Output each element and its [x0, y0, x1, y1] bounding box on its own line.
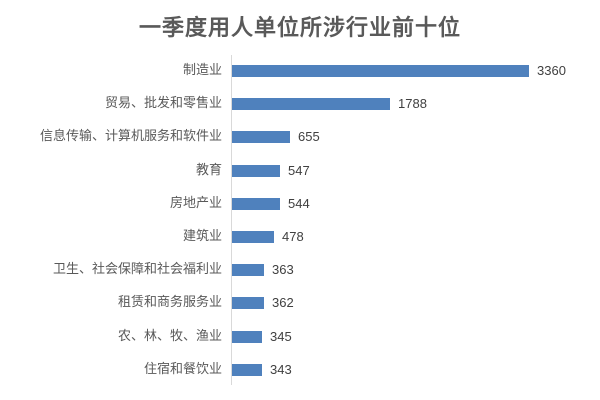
category-axis-line [231, 55, 232, 385]
data-label: 362 [272, 295, 294, 311]
data-label: 345 [270, 328, 292, 344]
bar-row: 制造业 3360 [0, 61, 600, 81]
bar-row: 教育 547 [0, 161, 600, 181]
bar-row: 贸易、批发和零售业 1788 [0, 94, 600, 114]
bar [232, 264, 264, 277]
bar [232, 363, 262, 376]
category-label: 农、林、牧、渔业 [117, 328, 222, 344]
bar [232, 98, 390, 111]
data-label: 363 [272, 262, 294, 278]
data-label: 547 [288, 162, 310, 178]
category-label: 信息传输、计算机服务和软件业 [39, 129, 222, 145]
bar [232, 330, 262, 343]
category-label: 住宿和餐饮业 [143, 361, 222, 377]
bar [232, 231, 274, 243]
data-label: 1788 [398, 96, 427, 112]
bar-row: 卫生、社会保障和社会福利业 363 [0, 260, 600, 280]
category-label: 建筑业 [182, 229, 222, 244]
data-label: 478 [282, 229, 304, 244]
bar-row: 租赁和商务服务业 362 [0, 293, 600, 313]
bar [232, 197, 280, 210]
category-label: 租赁和商务服务业 [117, 295, 222, 311]
bar-row: 信息传输、计算机服务和软件业 655 [0, 127, 600, 147]
category-label: 制造业 [182, 63, 222, 78]
data-label: 343 [270, 361, 292, 377]
bar-row: 房地产业 544 [0, 194, 600, 214]
data-label: 655 [298, 129, 320, 145]
bar-row: 住宿和餐饮业 343 [0, 360, 600, 380]
bar [232, 297, 264, 310]
bar-row: 建筑业 478 [0, 227, 600, 247]
category-label: 教育 [195, 162, 222, 178]
bar [232, 164, 280, 177]
chart-title: 一季度用人单位所涉行业前十位 [138, 16, 461, 41]
bar-row: 农、林、牧、渔业 345 [0, 327, 600, 347]
data-label: 544 [288, 195, 310, 211]
data-label: 3360 [537, 63, 566, 78]
bar [232, 131, 290, 144]
category-label: 贸易、批发和零售业 [104, 96, 222, 112]
category-label: 卫生、社会保障和社会福利业 [52, 262, 222, 278]
category-label: 房地产业 [169, 195, 222, 211]
bar [232, 65, 529, 77]
